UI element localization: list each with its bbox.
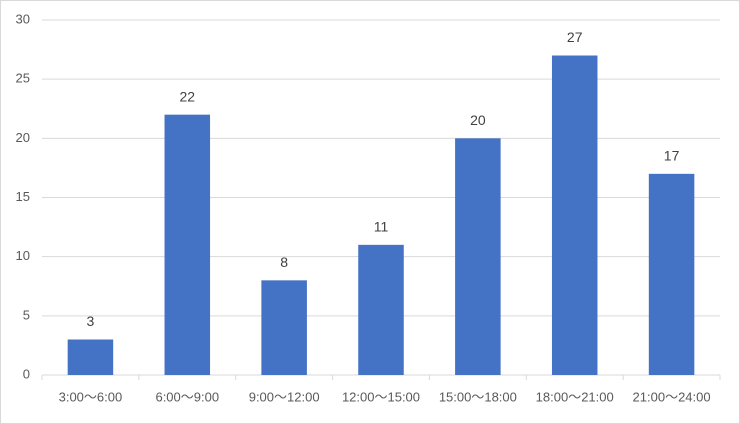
y-tick-label: 20 [16,130,30,145]
x-tick-label: 18:00～21:00 [536,389,614,404]
x-tick-label: 15:00～18:00 [439,389,517,404]
bar [261,280,307,375]
x-tick-label: 3:00～6:00 [59,389,123,404]
bar [358,244,404,375]
bar [648,173,695,375]
y-tick-label: 30 [16,11,30,26]
data-label: 20 [470,112,486,128]
x-tick-label: 21:00～24:00 [633,389,711,404]
bar [551,55,598,375]
y-tick-label: 25 [16,71,30,86]
y-tick-label: 10 [16,248,30,263]
y-tick-label: 5 [23,307,30,322]
x-tick-label: 6:00～9:00 [155,389,219,404]
bar [67,339,114,375]
data-label: 3 [87,313,95,329]
bar [164,114,211,376]
data-label: 11 [374,219,389,235]
y-tick-label: 0 [23,366,30,381]
data-label: 22 [179,88,195,104]
bar [455,138,501,375]
x-tick-label: 12:00～15:00 [342,389,420,404]
data-label: 17 [664,148,680,164]
y-tick-label: 15 [16,189,30,204]
x-tick-label: 9:00～12:00 [249,389,320,404]
data-label: 27 [567,29,583,45]
data-label: 8 [280,254,288,270]
